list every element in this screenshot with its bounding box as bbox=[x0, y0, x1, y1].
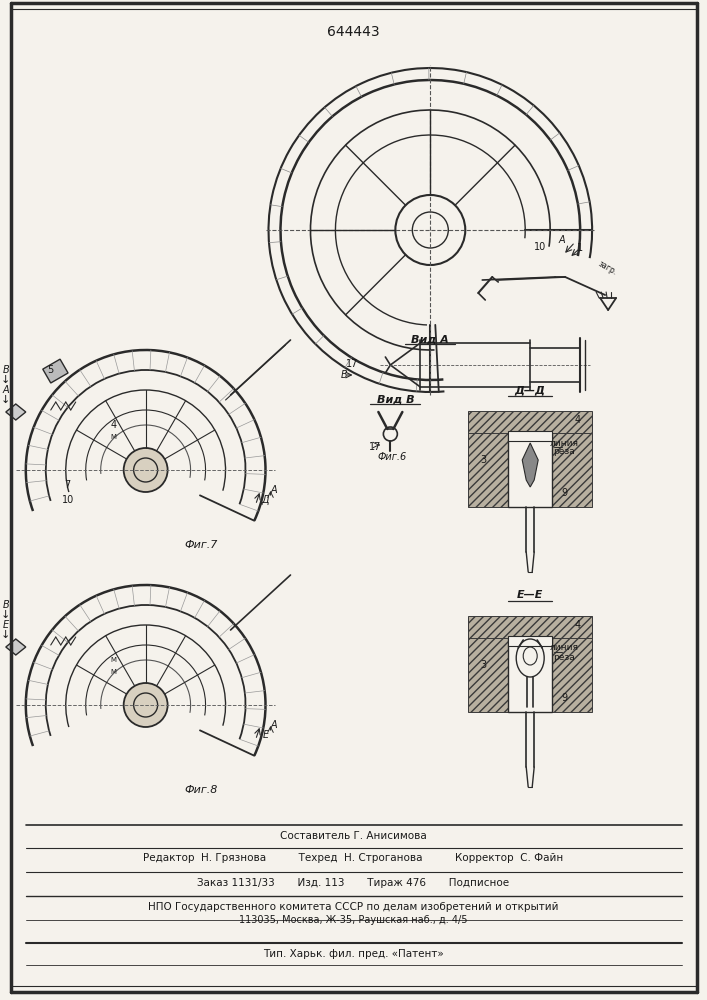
Polygon shape bbox=[6, 639, 25, 655]
Bar bbox=[508, 627, 552, 712]
Bar bbox=[468, 616, 592, 638]
Text: 10: 10 bbox=[534, 242, 547, 252]
Circle shape bbox=[124, 448, 168, 492]
Text: А: А bbox=[270, 720, 277, 730]
Text: загр.: загр. bbox=[596, 259, 618, 277]
Bar bbox=[468, 627, 508, 712]
Text: Д: Д bbox=[262, 495, 269, 505]
Text: 9: 9 bbox=[561, 693, 567, 703]
Text: Е: Е bbox=[262, 730, 269, 740]
Bar bbox=[552, 627, 592, 712]
Bar bbox=[468, 638, 592, 680]
Text: ↓: ↓ bbox=[1, 375, 11, 385]
Text: 17: 17 bbox=[369, 442, 382, 452]
Bar bbox=[468, 433, 592, 475]
Text: ↓: ↓ bbox=[1, 610, 11, 620]
Text: Заказ 1131/33       Изд. 113       Тираж 476       Подписное: Заказ 1131/33 Изд. 113 Тираж 476 Подписн… bbox=[197, 878, 510, 888]
Text: 644443: 644443 bbox=[327, 25, 380, 39]
Text: М: М bbox=[111, 669, 117, 675]
Circle shape bbox=[124, 683, 168, 727]
Bar bbox=[508, 422, 552, 507]
Text: Фиг.7: Фиг.7 bbox=[184, 540, 217, 550]
Text: Фиг.6: Фиг.6 bbox=[378, 452, 407, 462]
Text: В: В bbox=[341, 370, 348, 380]
Bar bbox=[508, 431, 552, 441]
Text: 5: 5 bbox=[47, 365, 54, 375]
Text: М: М bbox=[111, 434, 117, 440]
Text: реза: реза bbox=[554, 448, 575, 456]
Text: Составитель Г. Анисимова: Составитель Г. Анисимова bbox=[280, 831, 427, 841]
Text: 4: 4 bbox=[110, 420, 117, 430]
Text: Редактор  Н. Грязнова          Техред  Н. Строганова          Корректор  С. Файн: Редактор Н. Грязнова Техред Н. Строганов… bbox=[144, 853, 563, 863]
Bar bbox=[468, 422, 508, 507]
Text: линия: линия bbox=[549, 644, 578, 652]
Text: Фиг.8: Фиг.8 bbox=[184, 785, 217, 795]
Text: Вид В: Вид В bbox=[377, 395, 414, 405]
Text: 1: 1 bbox=[577, 243, 583, 253]
Text: ↓: ↓ bbox=[1, 395, 11, 405]
Bar bbox=[508, 636, 552, 646]
Text: линия: линия bbox=[549, 438, 578, 448]
Text: 4: 4 bbox=[574, 620, 580, 630]
Text: В: В bbox=[2, 600, 9, 610]
Text: 4: 4 bbox=[574, 415, 580, 425]
Text: 7: 7 bbox=[64, 480, 71, 490]
Text: 9: 9 bbox=[561, 488, 567, 498]
Text: реза: реза bbox=[554, 652, 575, 662]
Text: Е: Е bbox=[3, 620, 9, 630]
Bar bbox=[468, 413, 592, 431]
Polygon shape bbox=[6, 404, 25, 420]
Text: 17: 17 bbox=[346, 359, 358, 369]
Bar bbox=[468, 618, 592, 636]
Text: 113035, Москва, Ж-35, Раушская наб., д. 4/5: 113035, Москва, Ж-35, Раушская наб., д. … bbox=[239, 915, 467, 925]
Text: ↓: ↓ bbox=[1, 630, 11, 640]
Text: Тип. Харьк. фил. пред. «Патент»: Тип. Харьк. фил. пред. «Патент» bbox=[263, 949, 444, 959]
Text: Е—Е: Е—Е bbox=[517, 590, 544, 600]
Bar bbox=[468, 411, 592, 433]
Text: А: А bbox=[559, 235, 566, 245]
Bar bbox=[42, 359, 68, 383]
Bar bbox=[552, 422, 592, 507]
Text: А: А bbox=[270, 485, 277, 495]
Text: 10: 10 bbox=[62, 495, 74, 505]
Text: А: А bbox=[3, 385, 9, 395]
Text: НПО Государственного комитета СССР по делам изобретений и открытий: НПО Государственного комитета СССР по де… bbox=[148, 902, 559, 912]
Polygon shape bbox=[522, 443, 538, 487]
Text: Д—Д: Д—Д bbox=[515, 385, 546, 395]
Text: Вид А: Вид А bbox=[411, 335, 449, 345]
Text: В: В bbox=[2, 365, 9, 375]
Text: М: М bbox=[111, 657, 117, 663]
Text: 3: 3 bbox=[480, 455, 486, 465]
Text: 3: 3 bbox=[480, 660, 486, 670]
